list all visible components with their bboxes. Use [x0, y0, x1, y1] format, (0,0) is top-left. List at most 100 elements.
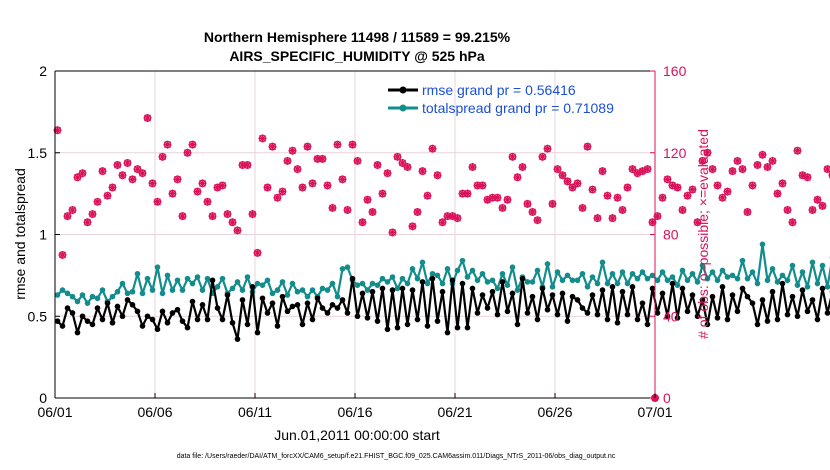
obs-evaluated-point — [288, 146, 297, 155]
rmse-point — [349, 275, 356, 282]
obs-evaluated-point — [203, 197, 212, 206]
rmse-point — [429, 275, 436, 282]
totalspread-point — [284, 292, 291, 298]
totalspread-point — [289, 280, 296, 287]
rmse-point — [164, 319, 171, 326]
obs-evaluated-point — [273, 193, 282, 202]
rmse-point — [179, 318, 186, 324]
rmse-point — [659, 290, 666, 297]
totalspread-point — [484, 279, 491, 285]
totalspread-point — [549, 284, 556, 290]
totalspread-point — [64, 290, 71, 297]
totalspread-point — [784, 277, 791, 284]
rmse-point — [634, 316, 641, 323]
x-axis-label: Jun.01,2011 00:00:00 start — [274, 427, 440, 443]
rmse-point — [374, 318, 381, 324]
obs-evaluated-point — [303, 142, 312, 151]
obs-evaluated-point — [513, 173, 522, 182]
chart-title-line2: AIRS_SPECIFIC_HUMIDITY @ 525 hPa — [229, 48, 485, 64]
totalspread-point — [724, 274, 731, 280]
totalspread-point — [614, 280, 621, 287]
rmse-point — [354, 313, 361, 320]
rmse-point — [564, 318, 571, 324]
obs-evaluated-point — [178, 212, 187, 221]
rmse-point — [559, 290, 566, 297]
totalspread-point — [694, 279, 701, 285]
obs-evaluated-point — [348, 140, 357, 149]
obs-evaluated-point — [453, 214, 462, 223]
obs-evaluated-point — [468, 163, 477, 172]
obs-evaluated-point — [123, 158, 132, 167]
totalspread-point — [739, 257, 746, 264]
obs-evaluated-point — [358, 218, 367, 227]
data-file-footer: data file: /Users/raeder/DAI/ATM_forcXX/… — [177, 453, 616, 460]
totalspread-point — [409, 266, 416, 272]
y-tick-label-right: 0 — [663, 390, 671, 406]
totalspread-point — [234, 279, 241, 285]
rmse-point — [289, 303, 296, 310]
obs-evaluated-point — [153, 197, 162, 206]
rmse-point — [774, 316, 781, 323]
totalspread-point — [189, 280, 196, 287]
rmse-point — [209, 277, 216, 284]
obs-evaluated-point — [398, 158, 407, 167]
rmse-point — [249, 284, 256, 290]
obs-evaluated-point — [388, 228, 397, 237]
totalspread-point — [679, 267, 686, 274]
obs-evaluated-point — [553, 165, 562, 174]
rmse-point — [124, 297, 131, 303]
rmse-point — [329, 302, 336, 308]
totalspread-point — [569, 277, 576, 284]
rmse-point — [99, 316, 106, 323]
obs-evaluated-point — [788, 218, 797, 227]
obs-evaluated-point — [333, 140, 342, 149]
obs-evaluated-point — [293, 165, 302, 174]
obs-evaluated-point — [753, 161, 762, 170]
totalspread-point — [219, 275, 226, 282]
totalspread-point — [669, 274, 676, 280]
totalspread-point — [239, 287, 246, 293]
obs-evaluated-point — [608, 214, 617, 223]
obs-evaluated-point — [183, 148, 192, 157]
obs-series — [53, 114, 830, 402]
totalspread-point — [689, 270, 696, 277]
rmse-point — [569, 293, 576, 300]
rmse-point — [724, 316, 731, 323]
totalspread-point — [544, 261, 551, 267]
y-tick-label-left: 0 — [39, 390, 47, 406]
rmse-point — [594, 311, 601, 318]
rmse-point — [199, 302, 206, 308]
x-tick-label: 07/01 — [637, 404, 672, 420]
obs-evaluated-point — [353, 156, 362, 165]
rmse-point — [394, 324, 401, 331]
obs-evaluated-point — [263, 183, 272, 192]
obs-evaluated-point — [338, 175, 347, 184]
totalspread-point — [354, 282, 361, 288]
totalspread-point — [659, 269, 666, 275]
totalspread-point — [199, 287, 206, 293]
rmse-point — [129, 302, 136, 308]
rmse-point — [474, 310, 481, 316]
totalspread-point — [799, 269, 806, 275]
obs-evaluated-point — [533, 216, 542, 225]
obs-evaluated-point — [408, 222, 417, 231]
rmse-point — [754, 321, 761, 328]
obs-evaluated-point — [813, 195, 822, 204]
obs-evaluated-point — [798, 171, 807, 180]
obs-evaluated-point — [733, 156, 742, 165]
totalspread-point — [509, 264, 516, 271]
rmse-point — [524, 310, 531, 316]
rmse-point — [359, 290, 366, 297]
y-tick-label-left: 1 — [39, 227, 47, 243]
obs-evaluated-point — [448, 212, 457, 221]
obs-evaluated-point — [243, 161, 252, 170]
obs-evaluated-point — [133, 165, 142, 174]
obs-evaluated-point — [368, 208, 377, 217]
obs-evaluated-point — [163, 140, 172, 149]
totalspread-point — [169, 287, 176, 293]
totalspread-point — [94, 295, 101, 302]
totalspread-point — [424, 280, 431, 287]
obs-evaluated-point — [128, 175, 137, 184]
totalspread-point — [84, 300, 91, 306]
rmse-point — [769, 288, 776, 295]
